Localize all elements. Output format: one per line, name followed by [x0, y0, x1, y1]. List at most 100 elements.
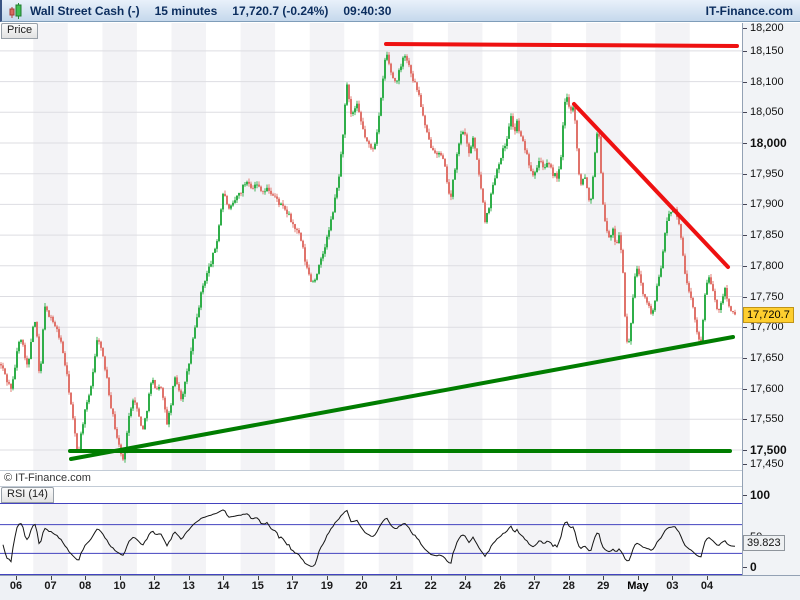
candle-body	[570, 106, 572, 111]
candle-body	[474, 137, 476, 149]
candle-body	[552, 167, 554, 176]
candle-body	[382, 78, 384, 98]
candle-body	[592, 176, 594, 199]
candle-body	[310, 274, 312, 282]
candle-body	[242, 184, 244, 193]
candle-body	[262, 190, 264, 192]
candle-body	[390, 63, 392, 73]
candle-body	[230, 205, 232, 209]
tab-price[interactable]: Price	[1, 23, 39, 39]
candle-body	[544, 167, 546, 168]
candle-body	[278, 198, 280, 205]
candle-body	[266, 187, 268, 192]
candle-body	[94, 356, 96, 373]
candle-body	[712, 284, 714, 291]
session-band	[517, 23, 552, 470]
candle-body	[442, 155, 444, 159]
candle-body	[4, 368, 6, 375]
candle-body	[590, 198, 592, 201]
candle-body	[642, 282, 644, 295]
x-axis-label: 22	[424, 580, 437, 592]
candle-body	[548, 163, 550, 165]
x-axis-label: 08	[78, 580, 92, 592]
candle-body	[496, 169, 498, 179]
candle-body	[614, 228, 616, 242]
candle-body	[280, 203, 282, 205]
x-axis-label: 26	[493, 580, 506, 592]
candle-body	[264, 191, 266, 193]
candle-body	[602, 173, 604, 205]
candle-body	[470, 146, 472, 154]
x-axis-label: May	[627, 580, 649, 592]
x-tick	[361, 576, 363, 580]
candle-body	[508, 126, 510, 139]
x-tick	[672, 576, 674, 580]
candle-body	[222, 193, 224, 210]
rsi-pane[interactable]	[0, 503, 742, 575]
candle-body	[332, 212, 334, 220]
rsi-chart-canvas	[0, 503, 742, 575]
price-axis-label: 17,900	[743, 197, 784, 211]
x-axis-label: 21	[389, 580, 403, 592]
candle-body	[306, 261, 308, 268]
candle-body	[124, 450, 126, 460]
session-band	[447, 503, 483, 575]
timeframe-label: 15 minutes	[154, 3, 218, 18]
candle-body	[234, 200, 236, 203]
candle-body	[172, 386, 174, 406]
trendline-resistance-descending[interactable]	[572, 102, 730, 269]
candle-body	[240, 192, 242, 194]
x-axis-label: 12	[148, 580, 161, 592]
candle-body	[144, 418, 146, 430]
x-tick	[292, 576, 294, 580]
candlestick-icon	[9, 2, 23, 19]
candle-body	[498, 164, 500, 170]
candle-body	[700, 339, 702, 342]
price-axis-label: 17,450	[743, 457, 784, 471]
trendline-resistance-horizontal[interactable]	[384, 42, 739, 48]
candle-body	[574, 107, 576, 121]
candle-body	[532, 171, 534, 176]
x-axis-label: 19	[320, 580, 334, 592]
candle-body	[388, 54, 390, 64]
candle-body	[44, 306, 46, 330]
candle-body	[84, 409, 86, 425]
candle-body	[732, 311, 734, 312]
price-axis-label: 18,200	[743, 21, 784, 35]
candle-body	[48, 310, 50, 317]
x-axis-label: 29	[597, 580, 610, 592]
candle-body	[326, 236, 328, 248]
candle-body	[622, 250, 624, 273]
candle-body	[54, 322, 56, 327]
candle-body	[396, 80, 398, 82]
candle-body	[372, 148, 374, 150]
candle-body	[12, 379, 14, 389]
price-axis-label: 18,100	[743, 75, 784, 89]
candle-body	[104, 356, 106, 370]
candle-body	[414, 81, 416, 83]
price-axis-label: 17,700	[743, 320, 784, 334]
price-pane[interactable]	[0, 23, 742, 470]
x-tick	[430, 576, 432, 580]
candle-body	[684, 255, 686, 274]
candle-body	[620, 235, 622, 250]
tab-rsi[interactable]: RSI (14)	[1, 487, 54, 503]
candle-body	[554, 173, 556, 176]
candle-body	[346, 84, 348, 105]
candle-body	[316, 273, 318, 280]
candle-body	[720, 303, 722, 310]
session-band	[586, 503, 621, 575]
candle-body	[436, 152, 438, 155]
trendline-support-ascending[interactable]	[69, 335, 735, 461]
candle-body	[184, 381, 186, 394]
candle-body	[518, 120, 520, 132]
candle-body	[678, 217, 680, 225]
session-band	[102, 23, 137, 470]
candle-body	[344, 104, 346, 135]
candle-body	[452, 179, 454, 197]
x-tick	[637, 576, 639, 580]
candle-body	[224, 193, 226, 196]
candle-body	[232, 202, 234, 206]
candle-body	[284, 205, 286, 210]
x-tick	[50, 576, 52, 580]
